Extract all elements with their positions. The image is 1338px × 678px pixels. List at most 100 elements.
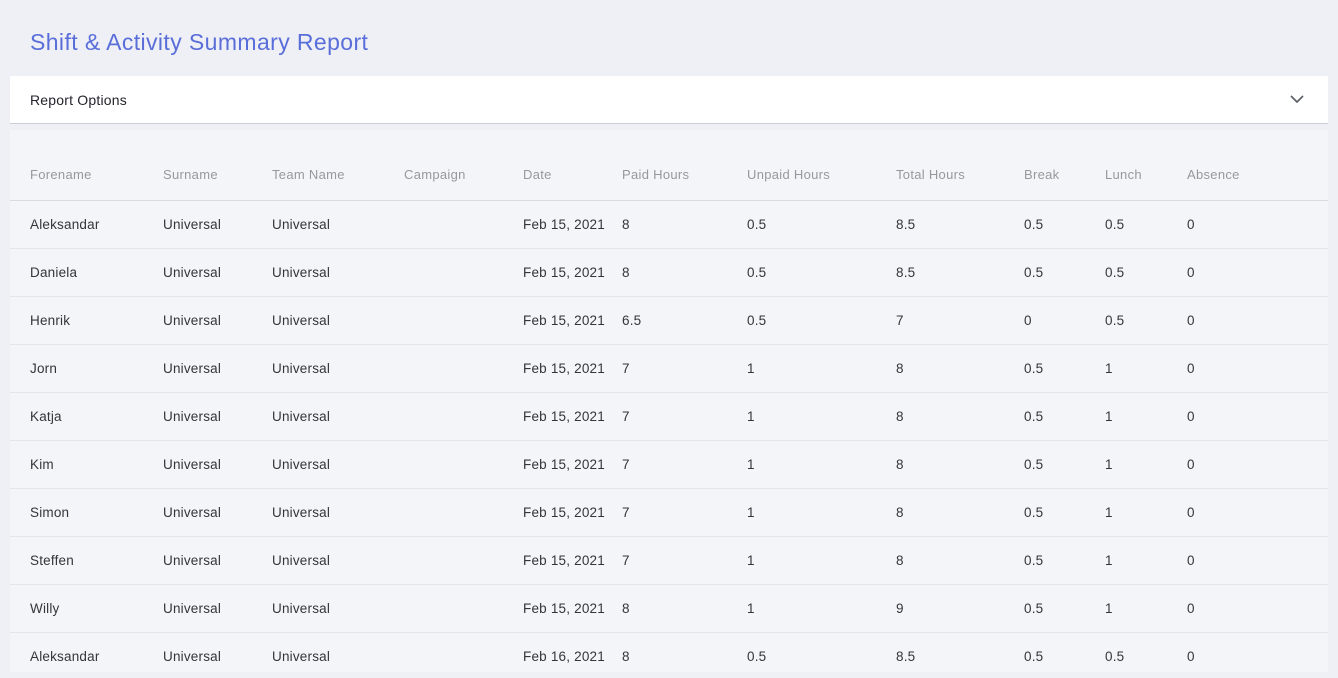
table-cell: Feb 15, 2021 xyxy=(523,217,605,232)
table-row: Aleksandar Universal Universal Feb 15, 2021… xyxy=(10,200,1328,248)
column-header: Lunch xyxy=(1105,166,1142,182)
table-cell: 7 xyxy=(622,361,630,376)
column-header: Campaign xyxy=(404,166,466,182)
table-cell: 7 xyxy=(896,313,904,328)
table-cell: Katja xyxy=(30,409,62,424)
table-cell: 8 xyxy=(622,217,630,232)
table-cell: Simon xyxy=(30,505,70,520)
table-cell: Feb 16, 2021 xyxy=(523,649,605,664)
table-cell: 1 xyxy=(1105,601,1113,616)
table-cell: 0.5 xyxy=(747,217,767,232)
table-cell: 8 xyxy=(622,649,630,664)
table-cell: Feb 15, 2021 xyxy=(523,553,605,568)
table-cell: Steffen xyxy=(30,553,74,568)
table-cell: Universal xyxy=(272,457,331,472)
table-body: Aleksandar Universal Universal Feb 15, 2021… xyxy=(10,200,1328,672)
table-cell: 8 xyxy=(622,601,630,616)
table-cell: 1 xyxy=(1105,505,1113,520)
column-header: Absence xyxy=(1187,166,1240,182)
table-row: Steffen Universal Universal Feb 15, 2021 7 1 8… xyxy=(10,536,1328,584)
table-cell: 0.5 xyxy=(1024,217,1044,232)
table-cell: 1 xyxy=(1105,457,1113,472)
table-cell: 7 xyxy=(622,457,630,472)
table-cell: Universal xyxy=(272,217,331,232)
column-header: Forename xyxy=(30,166,92,182)
table-cell: 1 xyxy=(1105,553,1113,568)
table-cell: 8 xyxy=(622,265,630,280)
table-cell: 9 xyxy=(896,601,904,616)
table-cell: Universal xyxy=(272,361,331,376)
table-cell: 8 xyxy=(896,457,904,472)
table-cell: Universal xyxy=(163,649,222,664)
table-cell: 0.5 xyxy=(1024,361,1044,376)
table-cell: 1 xyxy=(1105,409,1113,424)
table-cell: Universal xyxy=(163,505,222,520)
report-options-label: Report Options xyxy=(30,91,127,108)
column-header: Team Name xyxy=(272,166,345,182)
table-row: Henrik Universal Universal Feb 15, 2021 6.5 0… xyxy=(10,296,1328,344)
table-row: Katja Universal Universal Feb 15, 2021 7 1 8 0.… xyxy=(10,392,1328,440)
table-cell: Jorn xyxy=(30,361,58,376)
table-cell: 1 xyxy=(747,457,755,472)
table-cell: 0.5 xyxy=(1105,649,1125,664)
table-row: Jorn Universal Universal Feb 15, 2021 7 1 8 0.5… xyxy=(10,344,1328,392)
column-header: Total Hours xyxy=(896,166,966,182)
table-cell: 0 xyxy=(1187,361,1195,376)
table-cell: Willy xyxy=(30,601,60,616)
table-cell: 8.5 xyxy=(896,217,916,232)
column-header: Unpaid Hours xyxy=(747,166,831,182)
table-cell: 8 xyxy=(896,553,904,568)
table-header-row: Forename Surname Team Name Campaign Date Paid… xyxy=(10,130,1328,200)
column-header: Break xyxy=(1024,166,1060,182)
table-cell: Universal xyxy=(272,505,331,520)
column-header: Date xyxy=(523,166,552,182)
table-cell: Universal xyxy=(163,457,222,472)
table-cell: 0 xyxy=(1187,313,1195,328)
table-cell: 1 xyxy=(1105,361,1113,376)
table-cell: Universal xyxy=(272,313,331,328)
table-cell: 8 xyxy=(896,361,904,376)
table-cell: Feb 15, 2021 xyxy=(523,505,605,520)
table-cell: Universal xyxy=(272,409,331,424)
table-cell: 0.5 xyxy=(1024,409,1044,424)
table-cell: 0 xyxy=(1187,217,1195,232)
table-cell: Universal xyxy=(163,217,222,232)
table-cell: Feb 15, 2021 xyxy=(523,265,605,280)
table-cell: 0.5 xyxy=(1024,553,1044,568)
table-cell: 8 xyxy=(896,409,904,424)
table-cell: 0.5 xyxy=(1024,601,1044,616)
table-cell: 0.5 xyxy=(747,649,767,664)
table-row: Kim Universal Universal Feb 15, 2021 7 1 8 0.5 1… xyxy=(10,440,1328,488)
table-row: Daniela Universal Universal Feb 15, 2021 8 0.… xyxy=(10,248,1328,296)
table-cell: Feb 15, 2021 xyxy=(523,457,605,472)
chevron-down-icon[interactable] xyxy=(1290,95,1304,104)
table-cell: 8 xyxy=(896,505,904,520)
table-cell: Universal xyxy=(163,601,222,616)
table-cell: Universal xyxy=(272,553,331,568)
table-cell: 0.5 xyxy=(1105,313,1125,328)
table-cell: 8.5 xyxy=(896,649,916,664)
table-cell: 0 xyxy=(1187,265,1195,280)
table-cell: Universal xyxy=(272,601,331,616)
table-cell: 7 xyxy=(622,505,630,520)
table-cell: Aleksandar xyxy=(30,217,100,232)
table-cell: Daniela xyxy=(30,265,78,280)
report-table: Forename Surname Team Name Campaign Date Paid… xyxy=(10,130,1328,672)
table-cell: Universal xyxy=(163,553,222,568)
table-cell: 1 xyxy=(747,505,755,520)
table-cell: 1 xyxy=(747,409,755,424)
table-cell: 0.5 xyxy=(1024,265,1044,280)
page-header: Shift & Activity Summary Report xyxy=(0,0,1338,76)
table-cell: 8.5 xyxy=(896,265,916,280)
table-cell: 0.5 xyxy=(1024,457,1044,472)
table-cell: 0 xyxy=(1187,601,1195,616)
table-cell: 0.5 xyxy=(747,265,767,280)
table-row: Simon Universal Universal Feb 15, 2021 7 1 8 0.… xyxy=(10,488,1328,536)
column-header: Surname xyxy=(163,166,218,182)
table-cell: Universal xyxy=(163,313,222,328)
page-title: Shift & Activity Summary Report xyxy=(30,29,369,55)
table-cell: 0.5 xyxy=(747,313,767,328)
table-cell: Feb 15, 2021 xyxy=(523,361,605,376)
report-options-bar[interactable]: Report Options xyxy=(10,76,1328,124)
table-cell: 0 xyxy=(1187,505,1195,520)
